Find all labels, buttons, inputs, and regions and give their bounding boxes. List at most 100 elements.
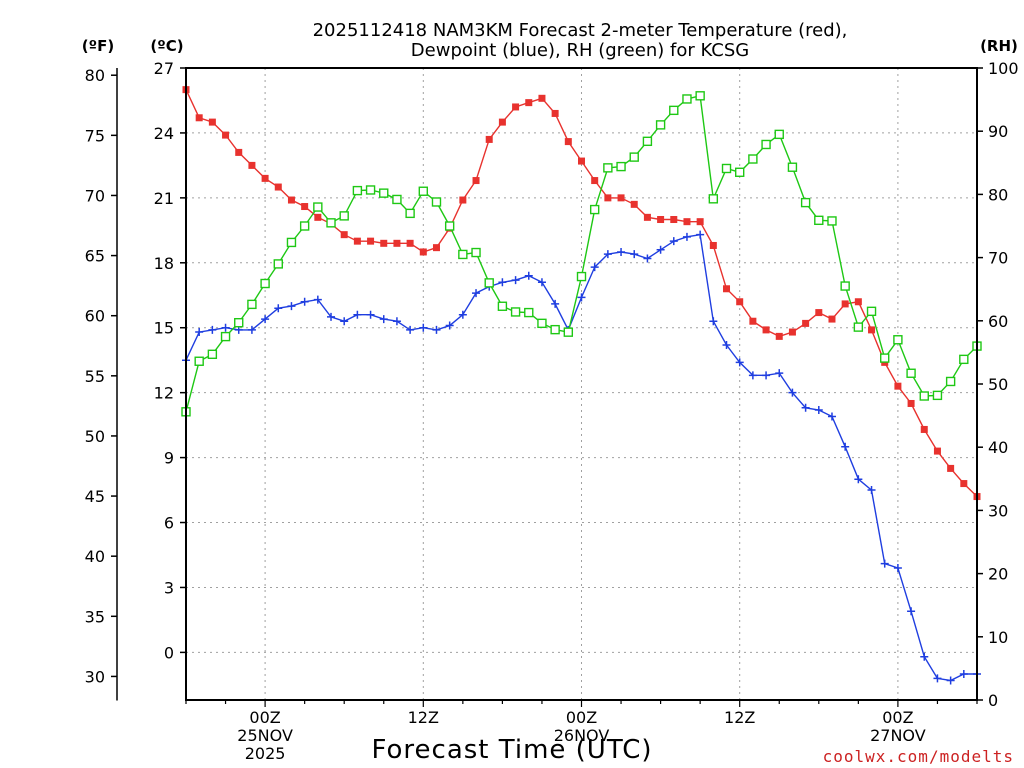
- data-point: [274, 304, 283, 313]
- data-point: [841, 442, 850, 451]
- data-point: [841, 300, 849, 308]
- rh-tick-label: 70: [988, 249, 1008, 268]
- data-point: [735, 358, 744, 367]
- data-point: [576, 271, 587, 282]
- data-point: [550, 324, 560, 335]
- data-point: [802, 319, 810, 327]
- time-tick-label: 00Z: [249, 708, 280, 727]
- data-point: [445, 321, 454, 330]
- data-point: [194, 356, 204, 366]
- data-point: [248, 161, 256, 169]
- data-point: [867, 486, 876, 495]
- data-point: [656, 245, 665, 254]
- time-tick-label: 00Z: [882, 708, 913, 727]
- plot-frame: [185, 67, 978, 701]
- data-point: [774, 129, 784, 140]
- data-point: [880, 559, 889, 568]
- data-point: [868, 326, 876, 334]
- celsius-tick-label: 24: [154, 124, 174, 143]
- data-point: [299, 221, 310, 231]
- data-point: [247, 325, 256, 334]
- data-point: [313, 202, 323, 212]
- data-point: [578, 157, 585, 165]
- data-point: [919, 391, 929, 401]
- data-point: [775, 369, 784, 378]
- celsius-tick-label: 3: [164, 578, 174, 597]
- data-point: [709, 317, 718, 326]
- data-point: [287, 302, 296, 311]
- data-point: [221, 323, 230, 332]
- data-point: [352, 185, 363, 196]
- data-point: [208, 118, 216, 126]
- data-point: [853, 322, 864, 332]
- data-point: [682, 232, 691, 241]
- data-point: [261, 315, 270, 324]
- data-point: [629, 152, 639, 162]
- data-point: [485, 135, 493, 143]
- data-point: [814, 215, 824, 226]
- data-point: [340, 317, 349, 326]
- data-point: [380, 239, 388, 247]
- fahrenheit-tick-label: 60: [85, 307, 105, 326]
- fahrenheit-tick-label: 50: [85, 427, 105, 446]
- data-point: [920, 652, 929, 661]
- data-point: [748, 371, 757, 380]
- data-point: [432, 244, 440, 252]
- data-point: [313, 295, 322, 304]
- data-point: [801, 403, 810, 412]
- celsius-tick-label: 21: [154, 189, 174, 208]
- celsius-tick-label: 15: [154, 319, 174, 338]
- data-point: [722, 341, 731, 350]
- data-point: [894, 382, 902, 390]
- chart-title-line2: Dewpoint (blue), RH (green) for KCSG: [411, 40, 749, 61]
- data-point: [866, 306, 877, 317]
- fahrenheit-tick-label: 75: [85, 126, 105, 145]
- data-point: [947, 464, 955, 472]
- data-point: [603, 250, 612, 259]
- data-point: [788, 328, 796, 336]
- data-point: [721, 163, 732, 174]
- data-point: [207, 349, 218, 359]
- data-point: [498, 118, 506, 126]
- data-point: [827, 216, 837, 226]
- data-point: [617, 194, 625, 202]
- rh-tick-label: 20: [988, 565, 1008, 584]
- data-point: [723, 285, 731, 293]
- data-point: [537, 278, 546, 287]
- data-point: [603, 163, 613, 173]
- celsius-tick-label: 0: [164, 643, 174, 662]
- data-point: [208, 325, 217, 334]
- data-point: [458, 249, 468, 260]
- data-point: [643, 254, 652, 263]
- data-point: [551, 299, 560, 308]
- celsius-tick-label: 18: [154, 254, 174, 273]
- celsius-tick-label: 27: [154, 59, 174, 78]
- data-point: [946, 676, 955, 685]
- data-point: [617, 247, 626, 256]
- data-point: [590, 263, 599, 272]
- data-point: [682, 94, 692, 104]
- data-point: [366, 310, 375, 319]
- time-tick-label: 27NOV: [870, 726, 926, 745]
- data-point: [484, 278, 494, 288]
- data-point: [893, 563, 902, 572]
- celsius-axis: 0 3 6 9 12 15 18 21 24 27: [154, 59, 186, 662]
- fahrenheit-axis: 30 35 40 45 50 55 60 65 70 75 80: [85, 66, 118, 701]
- data-point: [405, 208, 415, 219]
- x-axis-title: Forecast Time (UTC): [371, 735, 652, 765]
- data-point: [367, 237, 375, 245]
- data-point: [365, 185, 376, 195]
- data-point: [406, 239, 414, 247]
- data-point: [920, 425, 928, 433]
- data-point: [695, 91, 705, 101]
- data-point: [787, 162, 798, 172]
- fahrenheit-tick-label: 70: [85, 186, 105, 205]
- data-point: [814, 405, 823, 414]
- data-point: [512, 103, 520, 111]
- data-point: [800, 197, 811, 208]
- time-tick-label: 00Z: [566, 708, 597, 727]
- time-tick-label: 12Z: [408, 708, 439, 727]
- rh-tick-label: 100: [988, 59, 1019, 78]
